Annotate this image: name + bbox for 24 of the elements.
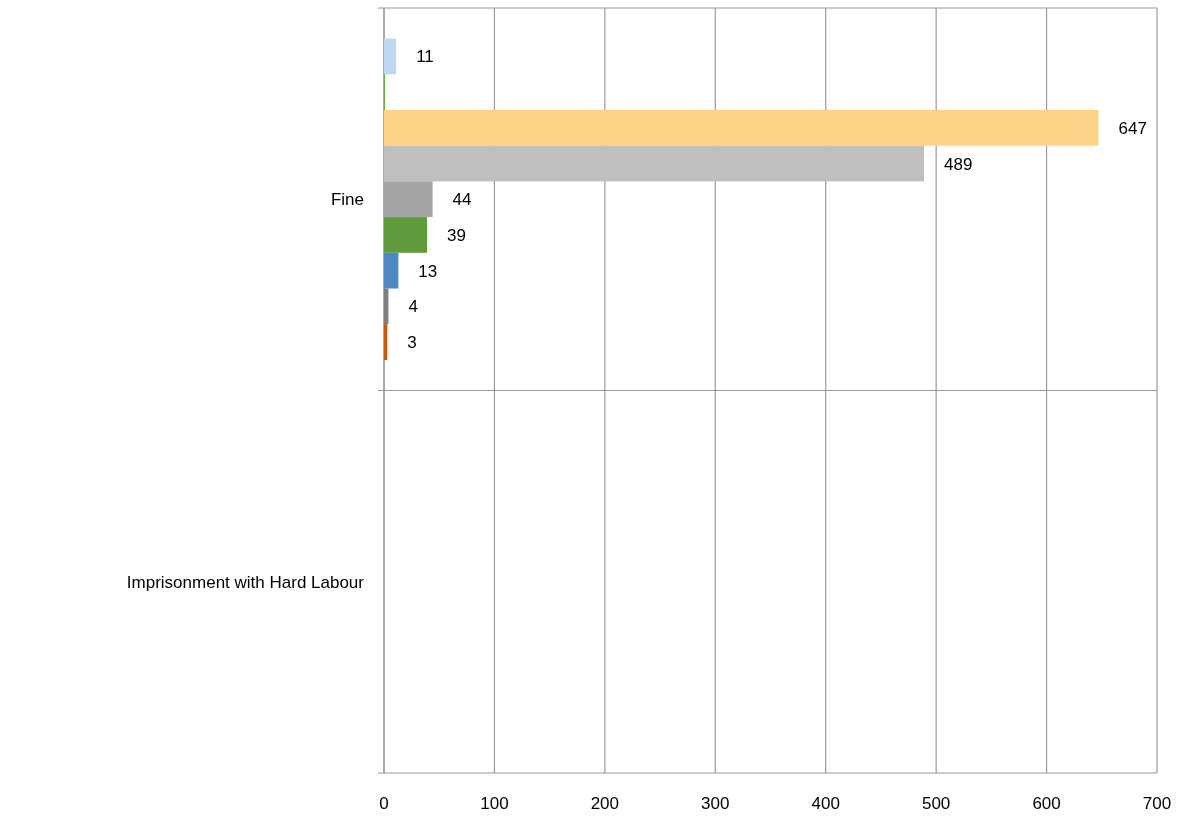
- data-label: 39: [447, 225, 466, 245]
- x-tick-label: 700: [1142, 794, 1172, 813]
- data-label: 44: [452, 190, 472, 210]
- bar: [384, 110, 1099, 146]
- x-tick-label: 500: [921, 794, 951, 813]
- bar: [384, 145, 924, 182]
- data-label: 489: [944, 154, 973, 174]
- data-label: 647: [1118, 118, 1147, 138]
- data-label: 4: [408, 297, 418, 317]
- x-tick-label: 600: [1032, 794, 1061, 813]
- x-tick-label: 0: [379, 794, 389, 813]
- x-tick-label: 100: [480, 794, 509, 813]
- bar: [384, 324, 388, 360]
- y-tick-label: Imprisonment with Hard Labour: [126, 572, 365, 592]
- x-tick-label: 400: [811, 794, 840, 813]
- bar: [384, 217, 428, 253]
- y-tick-label: Fine: [330, 190, 364, 210]
- data-label: 11: [416, 47, 434, 67]
- data-label: 3: [407, 333, 417, 353]
- x-tick-label: 200: [590, 794, 620, 813]
- x-tick-label: 300: [701, 794, 730, 813]
- bar: [384, 252, 399, 289]
- data-label: 13: [418, 261, 438, 281]
- bar: [384, 38, 397, 75]
